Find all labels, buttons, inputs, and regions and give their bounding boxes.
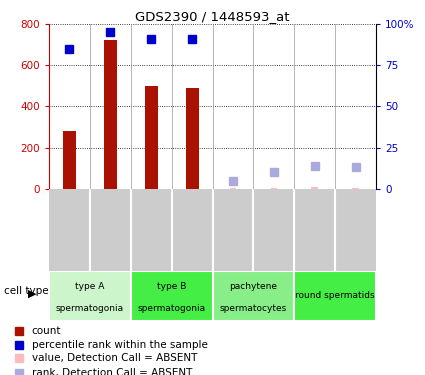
Text: spermatogonia: spermatogonia	[138, 304, 206, 313]
Bar	[144, 86, 158, 189]
Bar	[294, 271, 376, 321]
Text: type A: type A	[75, 282, 105, 291]
Bar	[104, 40, 117, 189]
Text: pachytene: pachytene	[230, 282, 278, 291]
Text: ▶: ▶	[28, 288, 36, 298]
Bar	[131, 271, 212, 321]
Text: count: count	[32, 326, 61, 336]
Text: round spermatids: round spermatids	[295, 291, 375, 300]
Title: GDS2390 / 1448593_at: GDS2390 / 1448593_at	[135, 10, 290, 22]
Text: type B: type B	[157, 282, 186, 291]
Bar	[352, 188, 359, 189]
Bar	[49, 271, 131, 321]
Bar	[230, 188, 236, 189]
Text: value, Detection Call = ABSENT: value, Detection Call = ABSENT	[32, 354, 197, 363]
Text: spermatocytes: spermatocytes	[220, 304, 287, 313]
Bar	[63, 131, 76, 189]
Text: cell type: cell type	[4, 286, 49, 296]
Text: rank, Detection Call = ABSENT: rank, Detection Call = ABSENT	[32, 368, 192, 375]
Bar	[212, 271, 294, 321]
Bar	[271, 188, 277, 189]
Bar	[185, 88, 198, 189]
Text: spermatogonia: spermatogonia	[56, 304, 124, 313]
Bar	[312, 187, 318, 189]
Text: percentile rank within the sample: percentile rank within the sample	[32, 340, 208, 350]
